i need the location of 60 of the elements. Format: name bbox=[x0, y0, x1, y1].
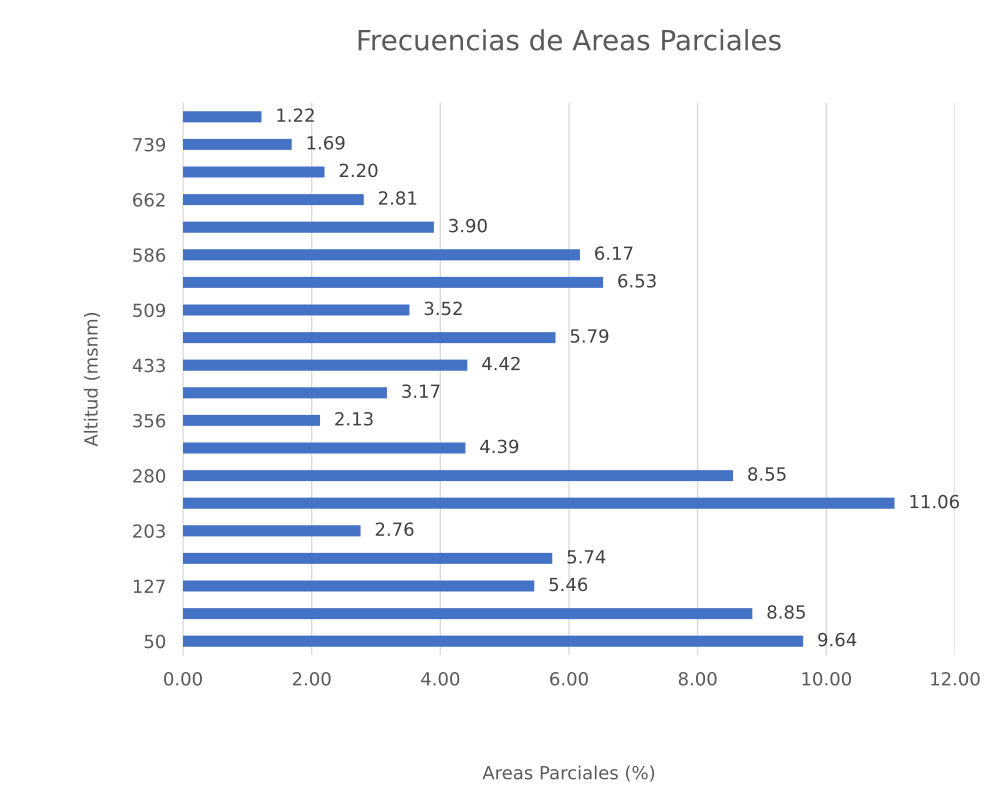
bar bbox=[183, 194, 364, 206]
y-tick-label: 356 bbox=[133, 414, 166, 428]
bar bbox=[183, 276, 604, 288]
bar bbox=[183, 498, 895, 509]
x-tick-label: 12.00 bbox=[931, 672, 980, 686]
x-tick-label: 6.00 bbox=[550, 672, 588, 686]
bar bbox=[183, 608, 752, 620]
bar bbox=[183, 636, 804, 647]
bar bbox=[183, 414, 320, 426]
data-label: 3.52 bbox=[424, 302, 462, 316]
data-label: 8.85 bbox=[767, 605, 805, 619]
bar bbox=[183, 387, 387, 398]
chart-title: Frecuencias de Areas Parciales bbox=[358, 29, 781, 51]
x-axis-title: Areas Parciales (%) bbox=[482, 766, 654, 782]
data-label: 11.06 bbox=[910, 494, 959, 508]
data-label: 8.55 bbox=[748, 467, 786, 481]
x-tick-label: 10.00 bbox=[802, 672, 851, 686]
data-label: 2.76 bbox=[376, 522, 414, 536]
data-label: 9.64 bbox=[818, 632, 856, 646]
data-label: 2.81 bbox=[378, 191, 416, 205]
data-label: 4.42 bbox=[482, 356, 520, 370]
data-label: 3.90 bbox=[449, 218, 487, 232]
data-label: 5.79 bbox=[570, 329, 608, 343]
x-tick-label: 8.00 bbox=[678, 672, 717, 686]
data-label: 2.20 bbox=[340, 164, 378, 178]
data-label: 4.39 bbox=[480, 440, 518, 454]
x-tick-label: 2.00 bbox=[292, 672, 331, 686]
y-tick-label: 203 bbox=[133, 524, 165, 538]
y-axis-title: Altitud (msnm) bbox=[84, 312, 100, 447]
bar bbox=[183, 525, 361, 536]
bar bbox=[183, 304, 410, 316]
y-tick-label: 662 bbox=[133, 193, 165, 207]
bar bbox=[183, 332, 556, 344]
data-label: 1.22 bbox=[277, 108, 314, 122]
y-tick-label: 127 bbox=[134, 579, 165, 593]
data-label: 6.53 bbox=[618, 274, 656, 288]
y-tick-label: 50 bbox=[144, 634, 166, 648]
data-label: 3.17 bbox=[402, 384, 440, 398]
bar bbox=[183, 360, 468, 371]
bar bbox=[183, 138, 292, 150]
data-label: 2.13 bbox=[335, 412, 373, 426]
bar bbox=[183, 470, 734, 482]
data-label: 1.69 bbox=[308, 136, 345, 150]
y-tick-label: 509 bbox=[133, 303, 166, 318]
y-tick-label: 280 bbox=[133, 469, 166, 483]
y-tick-label: 433 bbox=[132, 358, 165, 372]
data-label: 6.17 bbox=[595, 246, 632, 260]
bar bbox=[183, 166, 325, 178]
y-tick-label: 739 bbox=[133, 138, 166, 152]
bar bbox=[183, 552, 552, 564]
data-label: 5.74 bbox=[568, 550, 606, 564]
data-label: 5.46 bbox=[550, 578, 588, 592]
bar bbox=[183, 442, 466, 454]
bar bbox=[183, 580, 534, 592]
x-tick-label: 0.00 bbox=[164, 672, 202, 686]
bar bbox=[183, 249, 580, 260]
y-tick-label: 586 bbox=[133, 248, 166, 262]
bar bbox=[183, 111, 262, 122]
x-tick-label: 4.00 bbox=[421, 672, 460, 686]
bar bbox=[183, 222, 434, 233]
